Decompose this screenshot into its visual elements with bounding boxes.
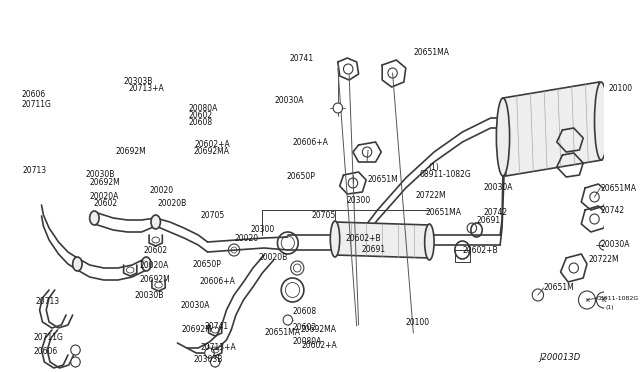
Text: 20602+B: 20602+B — [346, 234, 381, 243]
Text: 20722M: 20722M — [589, 256, 620, 264]
Circle shape — [333, 103, 342, 113]
Text: 20608: 20608 — [188, 118, 212, 127]
Text: 20651MA: 20651MA — [600, 183, 636, 192]
Ellipse shape — [497, 98, 509, 176]
Text: 20602: 20602 — [292, 324, 317, 333]
Text: 20713+A: 20713+A — [200, 343, 236, 353]
Polygon shape — [503, 82, 602, 176]
Bar — [455, 250, 470, 262]
Ellipse shape — [73, 257, 82, 271]
Ellipse shape — [151, 215, 161, 229]
Text: 20602: 20602 — [188, 111, 212, 120]
Circle shape — [71, 357, 80, 367]
Text: 20650P: 20650P — [193, 260, 221, 269]
Polygon shape — [335, 222, 429, 258]
Text: 20300: 20300 — [346, 196, 371, 205]
Text: 20030B: 20030B — [134, 291, 163, 299]
Text: 20705: 20705 — [200, 211, 225, 219]
Text: 20692M: 20692M — [116, 147, 147, 156]
Text: 20741: 20741 — [289, 54, 314, 62]
Text: 20020B: 20020B — [158, 199, 188, 208]
Text: 20602: 20602 — [93, 199, 118, 208]
Text: 20602+A: 20602+A — [302, 340, 338, 350]
Text: 08911-1082G: 08911-1082G — [420, 170, 472, 179]
Text: 20030A: 20030A — [600, 240, 630, 248]
Text: 20742: 20742 — [600, 205, 624, 215]
Text: 20692M: 20692M — [140, 276, 170, 285]
Text: 20692M: 20692M — [90, 178, 120, 187]
Text: 20691: 20691 — [361, 246, 385, 254]
Circle shape — [71, 345, 80, 355]
Text: 20651MA: 20651MA — [264, 328, 301, 337]
Text: 20606+A: 20606+A — [200, 278, 236, 286]
Text: 20711G: 20711G — [21, 100, 51, 109]
Text: 20030A: 20030A — [275, 96, 304, 105]
Text: 20030A: 20030A — [483, 183, 513, 192]
Text: 20608: 20608 — [292, 308, 317, 317]
Text: 20602: 20602 — [143, 246, 168, 254]
Text: 20713+A: 20713+A — [128, 84, 164, 93]
Text: 20100: 20100 — [406, 318, 430, 327]
Text: 20606+A: 20606+A — [292, 138, 328, 147]
Text: 08911-1082G: 08911-1082G — [596, 295, 639, 301]
Text: K: K — [602, 297, 606, 303]
Text: 20602+B: 20602+B — [462, 246, 498, 254]
Text: 20300: 20300 — [251, 225, 275, 234]
Text: 20020A: 20020A — [90, 192, 119, 201]
Text: 20705: 20705 — [312, 211, 335, 219]
Ellipse shape — [330, 221, 340, 257]
Text: 20741: 20741 — [204, 322, 228, 331]
Circle shape — [205, 348, 214, 358]
Text: 20100: 20100 — [609, 83, 633, 93]
Text: 20651MA: 20651MA — [426, 208, 462, 217]
Text: 20030A: 20030A — [180, 301, 210, 310]
Text: 20650P: 20650P — [286, 171, 315, 180]
Ellipse shape — [425, 224, 434, 260]
Text: 20722M: 20722M — [415, 191, 446, 200]
Text: 20080A: 20080A — [188, 104, 218, 113]
Text: 20020: 20020 — [234, 234, 258, 243]
Text: 20713: 20713 — [23, 166, 47, 175]
Text: (1): (1) — [429, 163, 440, 172]
Text: 20713: 20713 — [36, 298, 60, 307]
Text: K: K — [585, 298, 589, 302]
Circle shape — [211, 357, 220, 367]
Text: 20651M: 20651M — [367, 175, 398, 184]
Text: 20602+A: 20602+A — [195, 140, 230, 149]
Text: 20020A: 20020A — [140, 260, 169, 269]
Ellipse shape — [90, 211, 99, 225]
Text: 20692MA: 20692MA — [193, 147, 229, 156]
Text: 20020B: 20020B — [259, 253, 288, 263]
Text: 20020: 20020 — [150, 186, 174, 195]
Text: (1): (1) — [606, 305, 614, 311]
Text: 20606: 20606 — [33, 347, 57, 356]
Text: 20303B: 20303B — [124, 77, 153, 86]
Text: 20080A: 20080A — [292, 337, 322, 346]
Text: 20742: 20742 — [483, 208, 508, 217]
Text: 20606: 20606 — [21, 90, 45, 99]
Ellipse shape — [141, 257, 151, 271]
Text: 20711G: 20711G — [33, 334, 63, 343]
Text: 20303B: 20303B — [193, 356, 223, 365]
Text: 20030B: 20030B — [86, 170, 115, 179]
Text: 20651MA: 20651MA — [413, 48, 449, 57]
Text: 20651M: 20651M — [543, 283, 574, 292]
Ellipse shape — [595, 82, 608, 160]
Text: 20691: 20691 — [477, 215, 500, 224]
Text: 20692M: 20692M — [181, 326, 212, 334]
Circle shape — [283, 315, 292, 325]
Text: J200013D: J200013D — [539, 353, 580, 362]
Text: 20692MA: 20692MA — [300, 326, 336, 334]
